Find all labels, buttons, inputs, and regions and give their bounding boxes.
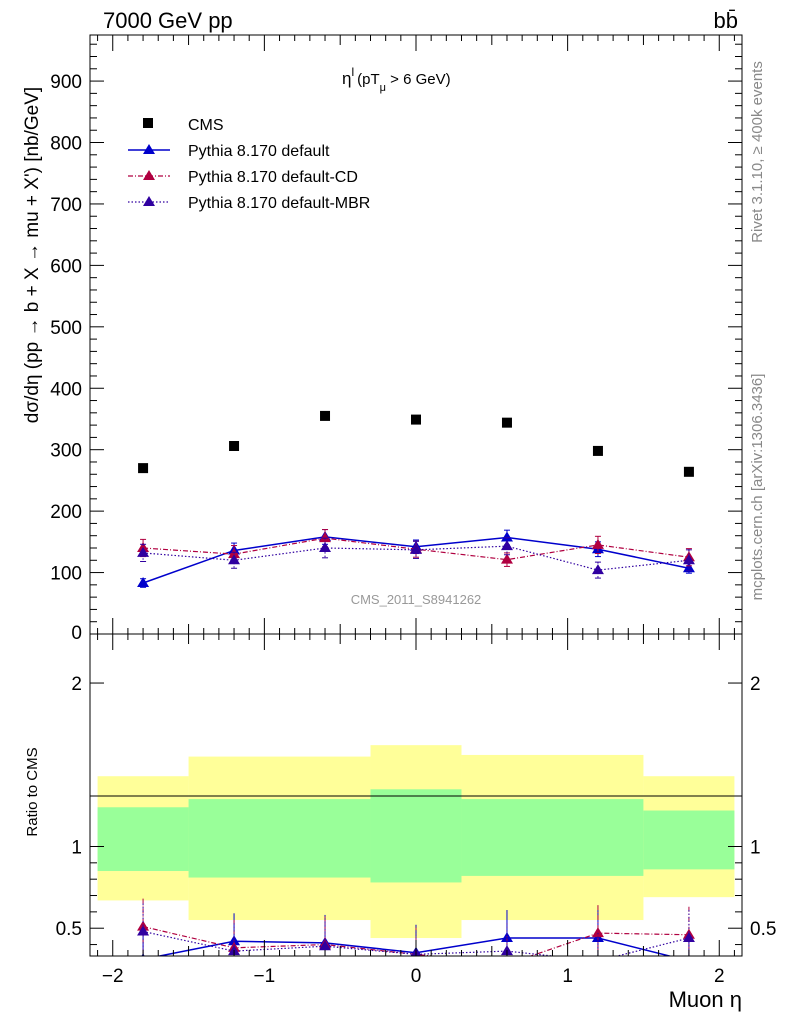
- ratio-band-inner: [643, 810, 735, 870]
- title-rest: > 6 GeV): [386, 71, 451, 88]
- ratio-y-tick-label: 0.5: [56, 919, 82, 940]
- x-tick-label: −1: [254, 966, 276, 987]
- main-y-tick-label: 500: [50, 318, 82, 339]
- cms-data-point: [411, 414, 421, 425]
- main-series-layer: [137, 410, 695, 588]
- legend-marker-cms: [143, 118, 153, 128]
- cms-data-point: [320, 410, 331, 421]
- header-left-text: 7000 GeV pp: [103, 8, 233, 33]
- legend-marker-mbr: [143, 196, 155, 206]
- main-y-axis-label: dσ/dη (pp → b + X → mu + X') [nb/GeV]: [22, 87, 43, 423]
- main-y-tick-label: 700: [50, 195, 82, 216]
- chart-title: ηl (pTμ > 6 GeV): [342, 65, 451, 94]
- title-sub: μ: [380, 82, 386, 94]
- ratio-band-inner: [461, 799, 644, 876]
- cms-data-point: [501, 417, 512, 428]
- main-y-tick-label: 0: [71, 623, 82, 644]
- data-point-default: [137, 577, 150, 588]
- data-point-cd: [319, 532, 332, 543]
- rivet-label: Rivet 3.1.10, ≥ 400k events: [749, 61, 766, 243]
- x-tick-label: −2: [102, 966, 124, 987]
- legend-marker-default: [143, 144, 155, 154]
- cms-data-point: [229, 441, 240, 452]
- main-y-tick-label: 300: [50, 441, 82, 462]
- cms-data-point: [138, 463, 149, 474]
- main-y-tick-label: 600: [50, 256, 82, 277]
- ratio-band-inner: [370, 789, 462, 883]
- data-point-mbr: [591, 564, 604, 575]
- data-point-mbr: [228, 554, 241, 565]
- mcplots-label: mcplots.cern.ch [arXiv:1306.3436]: [749, 374, 766, 601]
- ratio-uncertainty-bands: [97, 745, 735, 939]
- title-eta: η: [342, 69, 351, 88]
- x-tick-label: 1: [562, 966, 573, 987]
- data-point-mbr: [137, 546, 150, 557]
- ratio-point-mbr: [682, 932, 695, 943]
- analysis-watermark: CMS_2011_S8941262: [351, 592, 482, 607]
- main-y-tick-label: 100: [50, 564, 82, 585]
- header-right-text: bb̄: [714, 8, 738, 33]
- cms-data-point: [683, 466, 694, 477]
- data-point-mbr: [410, 543, 422, 554]
- ratio-point-cd: [591, 927, 604, 938]
- title-open: (pT: [357, 71, 380, 88]
- data-point-cd: [500, 553, 513, 564]
- data-point-mbr: [682, 554, 695, 565]
- data-point-default: [682, 562, 695, 573]
- ratio-point-cd: [501, 958, 513, 968]
- cms-data-point: [592, 445, 603, 456]
- data-point-default: [500, 531, 513, 542]
- legend-label-default: Pythia 8.170 default: [188, 143, 330, 160]
- main-y-tick-label: 400: [50, 379, 82, 400]
- ratio-y-tick-label: 2: [71, 674, 82, 695]
- ratio-y-tick-label: 1: [71, 837, 82, 858]
- data-point-mbr: [319, 541, 332, 552]
- x-tick-label: 2: [714, 966, 725, 987]
- ratio-band-inner: [97, 807, 189, 872]
- x-tick-label: 0: [411, 966, 422, 987]
- ratio-y-tick-label-right: 0.5: [750, 919, 776, 940]
- ratio-point-mbr: [319, 940, 332, 951]
- data-point-mbr: [500, 540, 513, 551]
- main-y-tick-label: 900: [50, 72, 82, 93]
- legend-label-cd: Pythia 8.170 default-CD: [188, 169, 358, 186]
- ratio-y-axis-label: Ratio to CMS: [24, 747, 41, 836]
- ratio-band-inner: [188, 799, 371, 878]
- legend: CMS Pythia 8.170 default Pythia 8.170 de…: [128, 117, 370, 212]
- ratio-y-tick-label-right: 1: [750, 837, 761, 858]
- legend-label-mbr: Pythia 8.170 default-MBR: [188, 195, 370, 212]
- data-point-cd: [591, 538, 604, 549]
- legend-marker-cd: [143, 170, 155, 180]
- legend-label-cms: CMS: [188, 117, 224, 134]
- x-axis-label: Muon η: [669, 987, 742, 1012]
- axes-layer: 100 200 300 400 500 600 700 800 900 0 −2 −1 0 1 2 0.5 0.…: [50, 34, 776, 987]
- ratio-y-tick-label-right: 2: [750, 674, 761, 695]
- main-y-tick-label: 800: [50, 134, 82, 155]
- main-y-tick-label: 200: [50, 502, 82, 523]
- title-sup: l: [351, 65, 354, 79]
- ratio-point-mbr: [137, 925, 150, 936]
